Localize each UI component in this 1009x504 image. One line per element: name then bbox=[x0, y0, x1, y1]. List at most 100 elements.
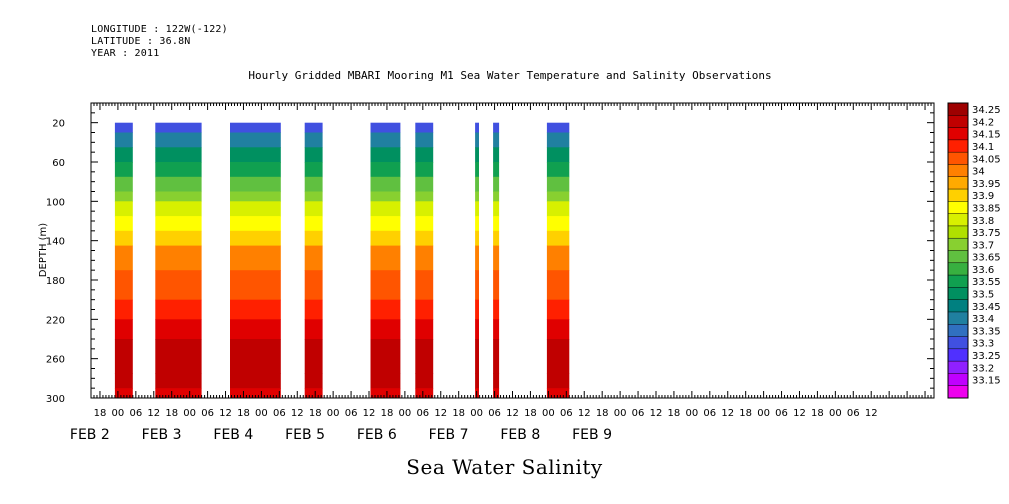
salinity-band bbox=[114, 388, 133, 399]
salinity-band bbox=[304, 319, 323, 340]
salinity-band bbox=[546, 245, 570, 271]
salinity-band bbox=[155, 230, 202, 247]
salinity-band bbox=[415, 201, 434, 217]
colorbar-label: 33.7 bbox=[972, 240, 994, 251]
salinity-band bbox=[415, 373, 434, 389]
salinity-band bbox=[370, 245, 401, 271]
salinity-band bbox=[304, 245, 323, 271]
x-tick-label: 06 bbox=[416, 408, 429, 419]
salinity-band bbox=[493, 162, 500, 178]
salinity-band bbox=[475, 216, 479, 232]
x-tick-label: 12 bbox=[363, 408, 376, 419]
x-tick-label: 12 bbox=[291, 408, 304, 419]
salinity-band bbox=[155, 299, 202, 320]
salinity-band bbox=[415, 191, 434, 202]
salinity-band bbox=[415, 339, 434, 374]
salinity-band bbox=[475, 122, 479, 133]
x-day-label: FEB 9 bbox=[572, 427, 612, 443]
colorbar-swatch bbox=[948, 373, 968, 387]
colorbar-label: 33.6 bbox=[972, 265, 994, 276]
colorbar-label: 34 bbox=[972, 167, 985, 178]
data-segment bbox=[475, 122, 479, 399]
salinity-band bbox=[370, 299, 401, 320]
colorbar-label: 33.95 bbox=[972, 179, 1001, 190]
salinity-band bbox=[304, 339, 323, 374]
salinity-band bbox=[546, 132, 570, 148]
salinity-band bbox=[155, 122, 202, 133]
colorbar-swatch bbox=[948, 127, 968, 141]
x-tick-label: 00 bbox=[829, 408, 842, 419]
x-tick-label: 06 bbox=[488, 408, 501, 419]
salinity-band bbox=[493, 373, 500, 389]
colorbar-label: 34.2 bbox=[972, 117, 994, 128]
salinity-band bbox=[114, 270, 133, 301]
salinity-band bbox=[114, 122, 133, 133]
salinity-band bbox=[114, 230, 133, 247]
x-day-label: FEB 2 bbox=[70, 427, 110, 443]
colorbar-swatch bbox=[948, 324, 968, 338]
colorbar-swatch bbox=[948, 176, 968, 190]
salinity-band bbox=[415, 388, 434, 399]
salinity-band bbox=[230, 147, 281, 163]
salinity-band bbox=[114, 339, 133, 374]
salinity-band bbox=[475, 201, 479, 217]
x-tick-label: 18 bbox=[739, 408, 752, 419]
salinity-band bbox=[415, 132, 434, 148]
axes: 20 60 100 140 180 220 260 300 18 00 06 12 18 00 06 12 18… bbox=[46, 102, 935, 443]
colorbar-swatch bbox=[948, 262, 968, 276]
x-day-label: FEB 5 bbox=[285, 427, 325, 443]
colorbar-label: 33.8 bbox=[972, 216, 994, 227]
x-day-label: FEB 3 bbox=[142, 427, 182, 443]
salinity-band bbox=[304, 162, 323, 178]
x-tick-label: 12 bbox=[793, 408, 806, 419]
colorbar-label: 34.1 bbox=[972, 142, 994, 153]
y-tick-label: 140 bbox=[46, 237, 65, 248]
salinity-band bbox=[475, 319, 479, 340]
salinity-band bbox=[493, 388, 500, 399]
salinity-band bbox=[493, 299, 500, 320]
colorbar-label: 33.9 bbox=[972, 191, 994, 202]
x-tick-label: 00 bbox=[757, 408, 770, 419]
x-tick-label: 18 bbox=[524, 408, 537, 419]
y-tick-label: 100 bbox=[46, 197, 65, 208]
salinity-band bbox=[415, 230, 434, 247]
salinity-band bbox=[546, 147, 570, 163]
colorbar-swatch bbox=[948, 189, 968, 202]
y-tick-label: 220 bbox=[46, 315, 65, 326]
x-tick-label: 00 bbox=[685, 408, 698, 419]
salinity-band bbox=[155, 216, 202, 232]
salinity-band bbox=[370, 147, 401, 163]
salinity-band bbox=[155, 191, 202, 202]
salinity-band bbox=[304, 230, 323, 247]
x-tick-label: 12 bbox=[721, 408, 734, 419]
salinity-band bbox=[370, 176, 401, 193]
salinity-band bbox=[475, 162, 479, 178]
salinity-band bbox=[155, 388, 202, 399]
salinity-band bbox=[155, 319, 202, 340]
colorbar-swatch bbox=[948, 287, 968, 301]
salinity-band bbox=[493, 245, 500, 271]
colorbar-label: 33.35 bbox=[972, 326, 1001, 337]
colorbar-swatch bbox=[948, 361, 968, 374]
salinity-band bbox=[230, 373, 281, 389]
data-segment bbox=[114, 122, 133, 399]
salinity-band bbox=[475, 270, 479, 301]
salinity-band bbox=[370, 162, 401, 178]
salinity-band bbox=[475, 132, 479, 148]
salinity-band bbox=[475, 147, 479, 163]
x-tick-label: 00 bbox=[399, 408, 412, 419]
data-segment bbox=[304, 122, 323, 399]
colorbar-label: 34.25 bbox=[972, 105, 1001, 116]
salinity-band bbox=[415, 319, 434, 340]
salinity-band bbox=[546, 339, 570, 374]
salinity-band bbox=[155, 373, 202, 389]
salinity-band bbox=[475, 373, 479, 389]
colorbar-swatch bbox=[948, 213, 968, 227]
salinity-band bbox=[230, 191, 281, 202]
colorbar-label: 33.75 bbox=[972, 228, 1001, 239]
salinity-band bbox=[114, 132, 133, 148]
salinity-band bbox=[415, 245, 434, 271]
salinity-band bbox=[230, 270, 281, 301]
